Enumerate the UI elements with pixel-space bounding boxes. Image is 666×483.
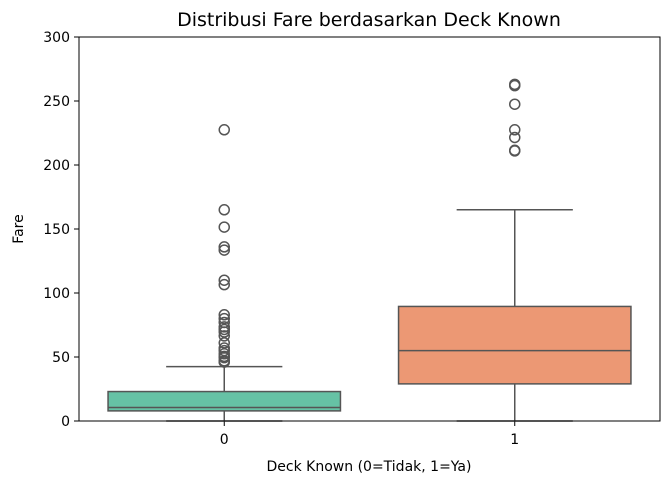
x-tick-label: 1 — [510, 432, 519, 448]
outlier-point — [218, 204, 230, 216]
y-tick-label: 0 — [61, 414, 70, 430]
y-tick-label: 250 — [43, 94, 70, 110]
y-tick-label: 50 — [52, 350, 70, 366]
outlier-point — [218, 312, 230, 325]
outlier-point — [509, 131, 521, 144]
iqr-box — [397, 305, 632, 385]
box-1 — [397, 78, 632, 422]
outlier-point — [218, 356, 230, 368]
outlier-point — [218, 274, 230, 286]
outlier-point — [218, 309, 230, 321]
outlier-point — [218, 278, 230, 291]
x-axis-label: Deck Known (0=Tidak, 1=Ya) — [267, 459, 472, 475]
y-tick-label: 100 — [43, 286, 70, 302]
outlier-point — [218, 244, 230, 256]
y-tick-label: 150 — [43, 222, 70, 238]
iqr-box — [107, 390, 342, 412]
y-axis-label: Fare — [11, 214, 27, 243]
outlier-point — [509, 79, 521, 92]
outlier-point — [218, 124, 230, 136]
x-tick-label: 0 — [220, 432, 229, 448]
outlier-point — [509, 124, 521, 136]
outlier-point — [218, 330, 230, 342]
outlier-point — [218, 326, 230, 338]
outlier-point — [218, 241, 230, 253]
outlier-point — [218, 221, 230, 233]
chart-title: Distribusi Fare berdasarkan Deck Known — [177, 9, 561, 31]
y-tick-label: 300 — [43, 30, 70, 46]
outlier-point — [218, 351, 230, 364]
outlier-point — [509, 98, 521, 110]
y-axis: 0 50 100 150 200 250 300 — [43, 30, 79, 430]
y-tick-label: 200 — [43, 158, 70, 174]
plot-frame — [78, 36, 661, 422]
outlier-point — [509, 145, 521, 157]
box-series — [107, 78, 632, 422]
outlier-point — [218, 337, 230, 349]
box-0 — [107, 124, 342, 422]
